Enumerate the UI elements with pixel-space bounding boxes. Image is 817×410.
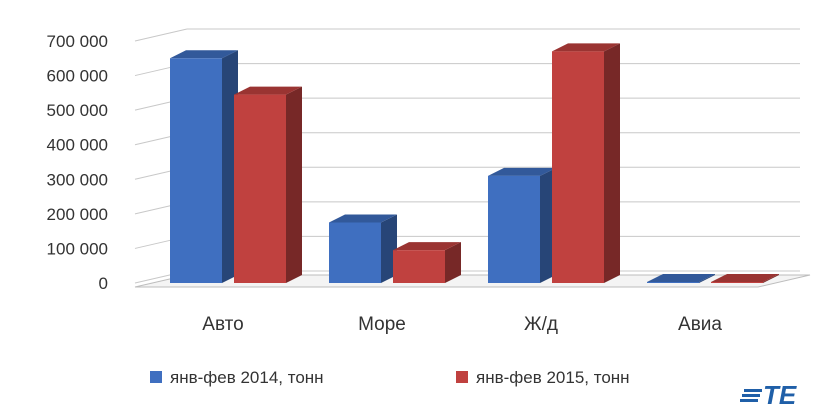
y-tick-label: 600 000 [47,67,108,86]
chart-floor [134,274,811,288]
legend-swatch-2015 [456,371,468,383]
legend-swatch-2014 [150,371,162,383]
bar-front [647,282,699,283]
bar-front [234,94,286,283]
gridline-depth [134,28,188,42]
y-tick-label: 200 000 [47,205,108,224]
x-category-label: Авто [202,314,243,335]
legend-label-2015: янв-фев 2015, тонн [476,368,630,387]
stripes-logo-icon [740,389,762,402]
bar-front [488,175,540,283]
logo-text: TE [763,380,797,410]
bar-front [170,58,222,284]
bar [647,274,715,283]
bar-front [329,222,381,283]
y-tick-label: 0 [99,274,108,293]
x-category-label: Ж/д [524,314,558,335]
legend-label-2014: янв-фев 2014, тонн [170,368,324,387]
bar-top [488,167,556,176]
y-tick-label: 700 000 [47,32,108,51]
floor-plane [134,274,811,288]
bar-top [170,50,238,59]
y-tick-label: 100 000 [47,239,108,258]
y-axis-ticks: 0 100 000 200 000 300 000 400 000 500 000 600 … [47,32,108,293]
legend: янв-фев 2014, тонн янв-фев 2015, тонн [150,368,630,387]
bar [393,242,461,283]
bar [329,214,397,283]
x-axis-categories: Авто Море Ж/д Авиа [202,314,722,335]
bar [170,50,238,284]
bars [170,43,779,284]
bar [234,86,302,283]
bar-top [711,274,779,282]
bar-front [552,51,604,283]
y-tick-label: 500 000 [47,101,108,120]
x-category-label: Авиа [678,314,722,335]
logo: TE [740,380,797,410]
bar-top [647,274,715,282]
bar-side [604,43,620,283]
bar-top [329,214,397,223]
bar [488,167,556,283]
bar-side [699,274,715,283]
bar [711,274,779,283]
bar-front [711,282,763,283]
bar-side [763,274,779,283]
bar-side [286,86,302,283]
bar-top [234,86,302,95]
bar [552,43,620,283]
bar-top [393,242,461,251]
y-tick-label: 300 000 [47,170,108,189]
x-category-label: Море [358,314,406,335]
bar-front [393,250,445,283]
bar-top [552,43,620,52]
y-tick-label: 400 000 [47,136,108,155]
bar-side [445,242,461,283]
